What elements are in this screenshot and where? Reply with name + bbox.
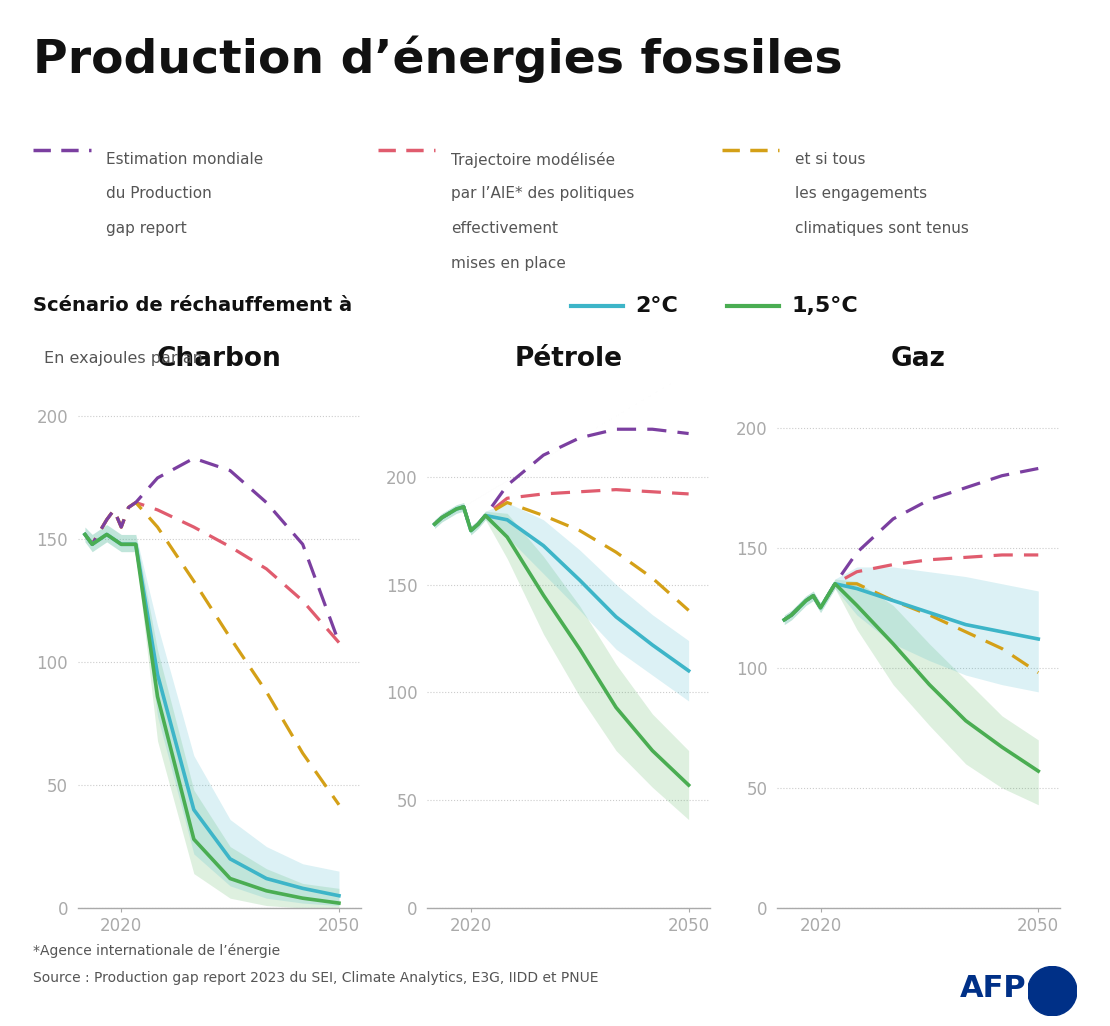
Title: Gaz: Gaz — [891, 346, 946, 371]
Text: *Agence internationale de l’énergie: *Agence internationale de l’énergie — [33, 944, 281, 958]
Text: Trajectoire modélisée: Trajectoire modélisée — [451, 152, 615, 167]
Title: Charbon: Charbon — [157, 346, 282, 371]
Text: Estimation mondiale: Estimation mondiale — [107, 152, 263, 166]
Text: En exajoules par an: En exajoules par an — [44, 351, 203, 366]
Text: Source : Production gap report 2023 du SEI, Climate Analytics, E3G, IIDD et PNUE: Source : Production gap report 2023 du S… — [33, 971, 598, 985]
Circle shape — [1028, 966, 1077, 1016]
Text: Production d’énergies fossiles: Production d’énergies fossiles — [33, 36, 842, 83]
Text: gap report: gap report — [107, 221, 188, 236]
Text: et si tous: et si tous — [795, 152, 866, 166]
Text: les engagements: les engagements — [795, 187, 927, 201]
Text: 1,5°C: 1,5°C — [791, 295, 859, 316]
Text: AFP: AFP — [960, 975, 1027, 1003]
Text: par l’AIE* des politiques: par l’AIE* des politiques — [451, 187, 634, 201]
Text: effectivement: effectivement — [451, 221, 557, 236]
Title: Pétrole: Pétrole — [515, 346, 623, 371]
Text: du Production: du Production — [107, 187, 212, 201]
Text: Scénario de réchauffement à: Scénario de réchauffement à — [33, 297, 353, 315]
Text: mises en place: mises en place — [451, 255, 565, 271]
Text: climatiques sont tenus: climatiques sont tenus — [795, 221, 969, 236]
Text: 2°C: 2°C — [635, 295, 678, 316]
